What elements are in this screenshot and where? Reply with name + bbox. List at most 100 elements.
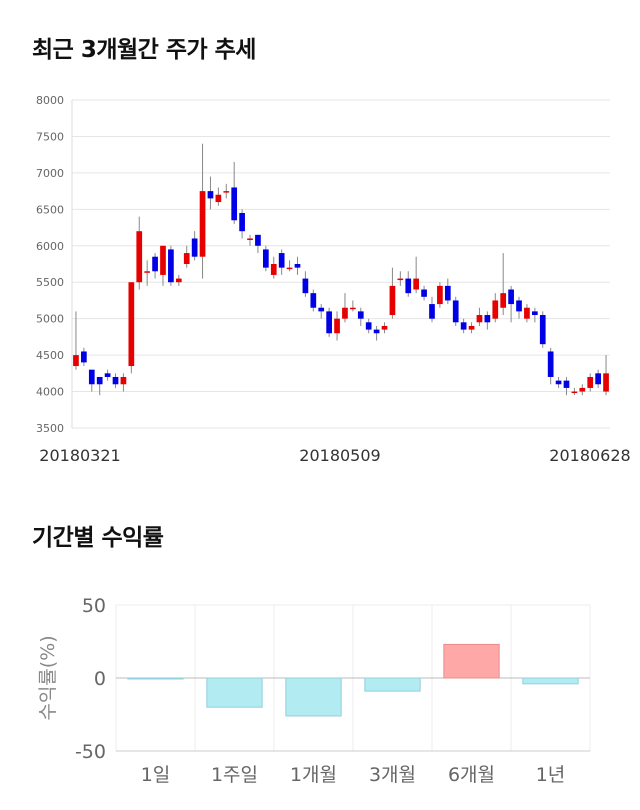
candle-body: [334, 318, 340, 334]
candle-body: [294, 264, 301, 268]
price-y-tick-label: 4000: [36, 386, 64, 399]
candle-body: [326, 311, 332, 334]
candle-body: [484, 315, 491, 323]
returns-x-tick-label: 1주일: [211, 764, 258, 786]
price-y-tick-label: 8000: [36, 94, 64, 107]
candle-body: [247, 238, 253, 240]
candle-body: [207, 191, 214, 199]
candle-body: [444, 285, 451, 301]
returns-y-tick-label: 50: [82, 595, 106, 617]
candle-body: [531, 311, 538, 316]
candle-body: [381, 325, 388, 330]
returns-y-axis-label: 수익률(%): [37, 635, 59, 720]
candle-body: [128, 282, 135, 367]
price-y-tick-label: 5500: [36, 276, 64, 289]
candle-body: [579, 387, 586, 392]
candle-body: [239, 212, 245, 232]
candle-body: [547, 351, 554, 377]
candle-body: [413, 278, 420, 290]
returns-y-tick-label: -50: [75, 741, 106, 763]
candle-body: [500, 293, 507, 308]
candle-body: [563, 380, 570, 388]
candle-body: [452, 300, 459, 323]
candle-body: [373, 329, 380, 334]
candle-body: [397, 278, 404, 281]
candle-body: [460, 322, 467, 330]
candle-body: [270, 264, 277, 275]
candle-body: [88, 369, 95, 385]
candle-body: [587, 376, 594, 388]
returns-bar: [522, 677, 579, 685]
returns-x-tick-label: 1개월: [290, 764, 337, 786]
candle-body: [231, 187, 238, 221]
returns-x-tick-label: 6개월: [448, 764, 495, 786]
price-candlestick-chart: 3500 4000 4500 5000 5500 6000 6500 7000 7500 8000…: [36, 94, 631, 465]
candle-body: [539, 315, 546, 345]
candle-body: [555, 380, 562, 385]
candle-body: [302, 278, 309, 294]
candle-body: [104, 373, 111, 377]
candle-body: [96, 376, 103, 385]
returns-bar: [206, 677, 263, 708]
candle-body: [318, 307, 325, 312]
candle-body: [175, 278, 182, 283]
candle-body: [223, 191, 230, 193]
candle-body: [524, 307, 530, 319]
candle-body: [508, 289, 514, 305]
candle-body: [405, 278, 412, 294]
candle-body: [437, 285, 443, 305]
price-y-tick-label: 4500: [36, 349, 64, 362]
price-x-tick-label: 20180628: [549, 446, 630, 465]
candle-body: [199, 191, 206, 257]
candle-body: [112, 376, 119, 385]
candle-body: [160, 245, 166, 275]
returns-bar: [285, 677, 342, 717]
price-x-tick-label: 20180509: [299, 446, 380, 465]
candle-body: [73, 355, 79, 367]
price-chart-title: 최근 3개월간 주가 추세: [32, 37, 256, 63]
candle-body: [215, 194, 222, 203]
returns-x-tick-label: 3개월: [369, 764, 416, 786]
candle-body: [421, 289, 427, 297]
returns-x-tick-label: 1년: [536, 764, 566, 786]
candle-body: [429, 304, 435, 319]
candle-body: [278, 253, 285, 268]
candle-body: [136, 231, 143, 283]
candle-body: [81, 351, 87, 363]
candle-body: [342, 307, 348, 319]
returns-chart-title: 기간별 수익률: [32, 525, 164, 551]
price-y-tick-label: 7000: [36, 167, 64, 180]
candle-body: [183, 253, 190, 264]
price-y-tick-label: 6500: [36, 203, 64, 216]
candle-body: [255, 234, 261, 246]
candle-body: [262, 249, 269, 268]
returns-bar: [443, 643, 500, 679]
price-x-tick-label: 20180321: [39, 446, 120, 465]
price-y-tick-label: 6000: [36, 240, 64, 253]
candle-body: [571, 391, 578, 394]
candle-body: [365, 322, 372, 330]
candle-body: [286, 267, 293, 270]
candle-body: [492, 300, 499, 319]
returns-bar: [364, 677, 421, 692]
candle-body: [120, 376, 127, 385]
candle-body: [310, 293, 317, 308]
candle-body: [476, 315, 483, 323]
price-y-tick-label: 3500: [36, 422, 64, 435]
candle-body: [152, 256, 158, 272]
candle-body: [144, 271, 151, 273]
price-y-tick-label: 5000: [36, 313, 64, 326]
returns-y-tick-label: 0: [94, 668, 106, 690]
candle-body: [191, 238, 198, 257]
price-y-tick-label: 7500: [36, 130, 64, 143]
candle-body: [595, 373, 601, 385]
returns-x-tick-label: 1일: [141, 764, 171, 786]
candle-body: [603, 373, 609, 392]
candle-body: [516, 300, 522, 312]
returns-bar: [127, 677, 184, 680]
candle-body: [468, 325, 475, 330]
candle-body: [357, 311, 364, 319]
candle-body: [350, 307, 356, 310]
candle-body: [168, 249, 174, 283]
